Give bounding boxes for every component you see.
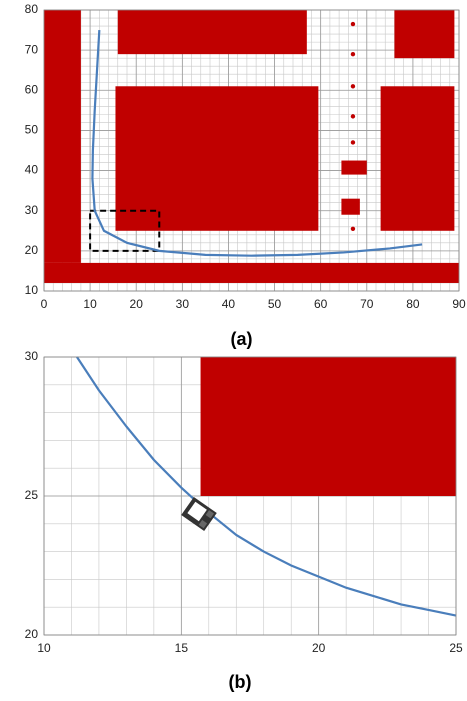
x-tick-label: 40 (222, 297, 236, 311)
obstacle (341, 160, 367, 175)
y-tick-label: 60 (25, 82, 39, 96)
y-tick-label: 30 (25, 349, 39, 363)
robot-top (187, 501, 207, 522)
x-tick-label: 50 (268, 297, 282, 311)
x-tick-label: 20 (130, 297, 144, 311)
robot-wheel (205, 510, 214, 519)
marker (350, 226, 356, 231)
zoom-region (89, 209, 161, 252)
y-tick-label: 25 (25, 488, 39, 502)
plot-frame (43, 9, 460, 292)
x-tick-label: 30 (176, 297, 190, 311)
y-tick-label: 20 (25, 627, 39, 641)
robot-icon (181, 496, 217, 532)
obstacle (380, 86, 455, 231)
x-tick-label: 80 (406, 297, 420, 311)
obstacle (115, 86, 319, 231)
x-tick-label: 0 (41, 297, 48, 311)
path-line (91, 30, 423, 257)
x-tick-label: 20 (312, 641, 326, 655)
y-tick-label: 20 (25, 243, 39, 257)
robot-wheel (198, 519, 208, 529)
y-tick-label: 50 (25, 123, 39, 137)
marker (350, 114, 356, 119)
x-tick-label: 90 (452, 297, 466, 311)
obstacle (394, 10, 455, 59)
marker (350, 21, 356, 27)
marker (350, 140, 356, 145)
y-tick-label: 10 (25, 283, 39, 297)
x-tick-label: 70 (360, 297, 374, 311)
marker (350, 51, 356, 57)
caption: (b) (229, 672, 252, 692)
plot-frame (43, 356, 457, 636)
path-line (76, 356, 457, 617)
x-tick-label: 25 (449, 641, 463, 655)
obstacle (200, 357, 456, 496)
y-tick-label: 70 (25, 42, 39, 56)
x-tick-label: 10 (83, 297, 97, 311)
marker (350, 84, 356, 89)
obstacle (44, 10, 81, 263)
y-tick-label: 40 (25, 163, 39, 177)
caption: (a) (231, 329, 253, 349)
obstacle (117, 10, 307, 55)
y-tick-label: 80 (25, 2, 39, 16)
x-tick-label: 60 (314, 297, 328, 311)
y-tick-label: 30 (25, 203, 39, 217)
x-tick-label: 15 (175, 641, 189, 655)
obstacle (44, 262, 459, 283)
obstacle (341, 198, 360, 215)
x-tick-label: 10 (37, 641, 51, 655)
